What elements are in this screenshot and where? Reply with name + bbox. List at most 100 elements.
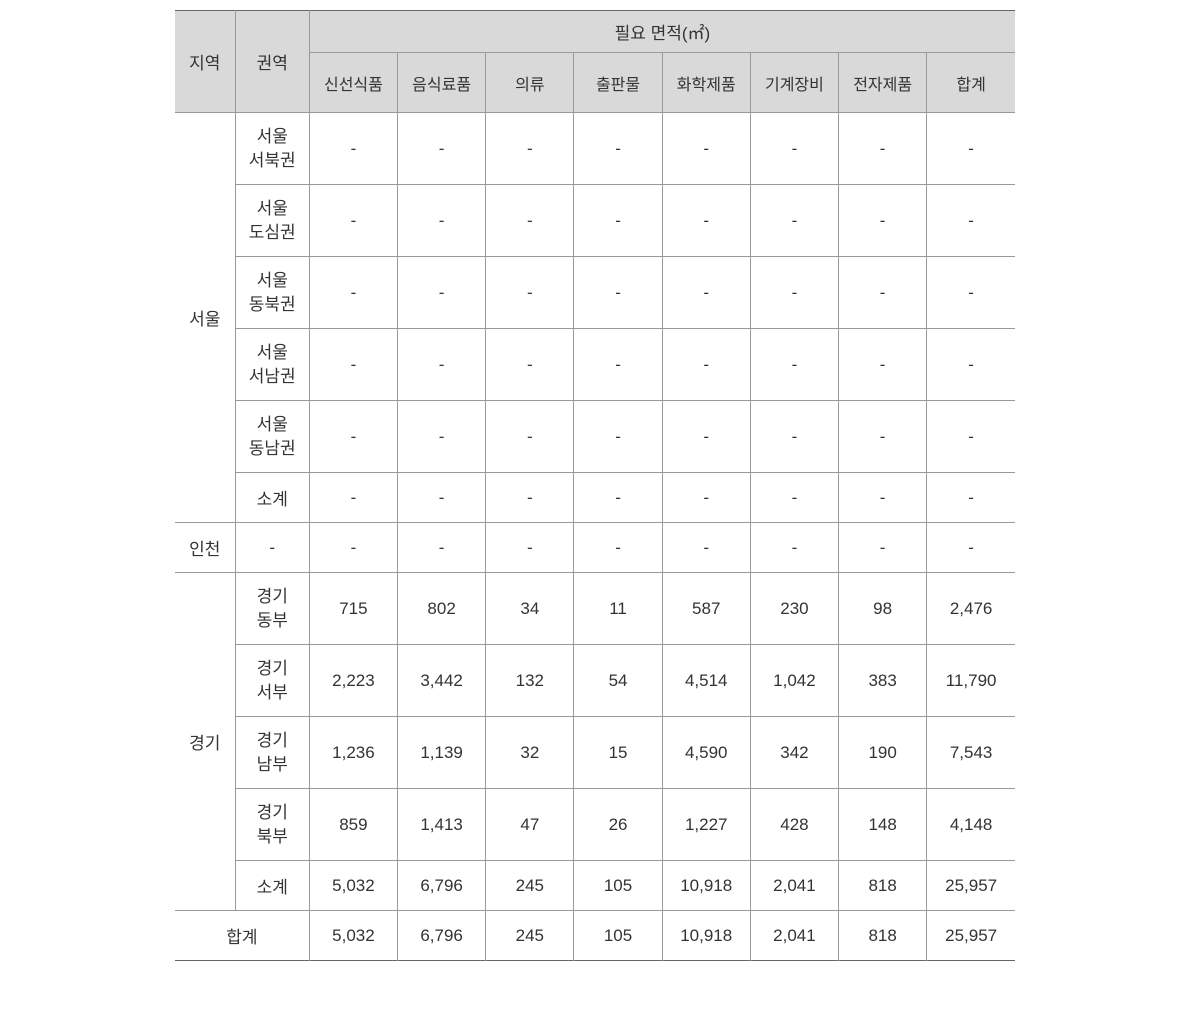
data-cell: -: [398, 401, 486, 473]
data-cell: 2,476: [927, 573, 1015, 645]
data-cell: 1,139: [398, 717, 486, 789]
zone-cell: 서울동남권: [235, 401, 309, 473]
data-cell: 34: [486, 573, 574, 645]
data-cell: 428: [750, 789, 838, 861]
data-cell: 230: [750, 573, 838, 645]
data-cell: -: [309, 473, 397, 523]
data-cell: 25,957: [927, 861, 1015, 911]
data-cell: -: [927, 185, 1015, 257]
table-row: 경기경기동부7158023411587230982,476: [175, 573, 1015, 645]
col-header: 의류: [486, 53, 574, 113]
data-cell: 98: [839, 573, 927, 645]
data-cell: -: [839, 113, 927, 185]
data-cell: -: [662, 113, 750, 185]
col-header: 합계: [927, 53, 1015, 113]
data-cell: 4,148: [927, 789, 1015, 861]
zone-cell: 경기북부: [235, 789, 309, 861]
data-cell: 715: [309, 573, 397, 645]
data-cell: -: [750, 329, 838, 401]
data-cell: 1,227: [662, 789, 750, 861]
table-row: 서울서남권--------: [175, 329, 1015, 401]
col-header: 신선식품: [309, 53, 397, 113]
data-cell: -: [750, 257, 838, 329]
region-cell: 경기: [175, 573, 235, 911]
total-label: 합계: [175, 911, 309, 961]
data-cell: 6,796: [398, 911, 486, 961]
data-cell: -: [750, 523, 838, 573]
data-cell: 859: [309, 789, 397, 861]
zone-cell: 서울서남권: [235, 329, 309, 401]
col-header: 전자제품: [839, 53, 927, 113]
table-row: 서울서울서북권--------: [175, 113, 1015, 185]
data-cell: -: [398, 473, 486, 523]
data-cell: 245: [486, 911, 574, 961]
data-cell: -: [927, 401, 1015, 473]
data-cell: -: [398, 113, 486, 185]
data-cell: 10,918: [662, 861, 750, 911]
table-row: 서울동북권--------: [175, 257, 1015, 329]
zone-cell: 소계: [235, 473, 309, 523]
data-cell: -: [309, 401, 397, 473]
table-row: 소계5,0326,79624510510,9182,04181825,957: [175, 861, 1015, 911]
data-cell: -: [309, 185, 397, 257]
col-header: 화학제품: [662, 53, 750, 113]
data-cell: -: [486, 523, 574, 573]
data-cell: -: [839, 329, 927, 401]
header-zone: 권역: [235, 11, 309, 113]
data-cell: -: [309, 329, 397, 401]
zone-cell: 경기서부: [235, 645, 309, 717]
data-cell: -: [486, 401, 574, 473]
data-cell: -: [662, 523, 750, 573]
data-cell: -: [486, 257, 574, 329]
header-region: 지역: [175, 11, 235, 113]
data-cell: 4,514: [662, 645, 750, 717]
zone-cell: 소계: [235, 861, 309, 911]
data-cell: -: [486, 185, 574, 257]
zone-cell: 경기남부: [235, 717, 309, 789]
data-cell: 190: [839, 717, 927, 789]
data-cell: 6,796: [398, 861, 486, 911]
table-row: 서울도심권--------: [175, 185, 1015, 257]
data-cell: 26: [574, 789, 662, 861]
data-cell: -: [927, 113, 1015, 185]
data-cell: 10,918: [662, 911, 750, 961]
zone-cell: 서울서북권: [235, 113, 309, 185]
zone-cell: 서울도심권: [235, 185, 309, 257]
data-cell: -: [574, 329, 662, 401]
data-cell: -: [398, 523, 486, 573]
data-cell: 54: [574, 645, 662, 717]
data-cell: -: [662, 257, 750, 329]
data-cell: -: [750, 401, 838, 473]
data-cell: -: [839, 257, 927, 329]
data-cell: 818: [839, 861, 927, 911]
data-cell: 1,042: [750, 645, 838, 717]
data-cell: -: [750, 473, 838, 523]
data-cell: -: [486, 113, 574, 185]
table-container: 지역 권역 필요 면적(㎡) 신선식품 음식료품 의류 출판물 화학제품 기계장…: [0, 10, 1190, 961]
data-cell: 245: [486, 861, 574, 911]
data-cell: 3,442: [398, 645, 486, 717]
data-cell: 11: [574, 573, 662, 645]
data-cell: 132: [486, 645, 574, 717]
table-row: 경기북부8591,41347261,2274281484,148: [175, 789, 1015, 861]
table-row: 소계--------: [175, 473, 1015, 523]
data-cell: -: [398, 257, 486, 329]
data-cell: 802: [398, 573, 486, 645]
table-row: 경기남부1,2361,13932154,5903421907,543: [175, 717, 1015, 789]
data-cell: -: [927, 329, 1015, 401]
data-cell: -: [927, 523, 1015, 573]
data-cell: 148: [839, 789, 927, 861]
total-row: 합계5,0326,79624510510,9182,04181825,957: [175, 911, 1015, 961]
col-header: 출판물: [574, 53, 662, 113]
data-cell: 7,543: [927, 717, 1015, 789]
col-header: 기계장비: [750, 53, 838, 113]
data-cell: -: [309, 257, 397, 329]
data-cell: 105: [574, 911, 662, 961]
table-row: 서울동남권--------: [175, 401, 1015, 473]
data-cell: -: [574, 185, 662, 257]
area-table: 지역 권역 필요 면적(㎡) 신선식품 음식료품 의류 출판물 화학제품 기계장…: [175, 10, 1015, 961]
data-cell: -: [662, 185, 750, 257]
data-cell: -: [750, 185, 838, 257]
data-cell: -: [927, 473, 1015, 523]
data-cell: 2,041: [750, 861, 838, 911]
